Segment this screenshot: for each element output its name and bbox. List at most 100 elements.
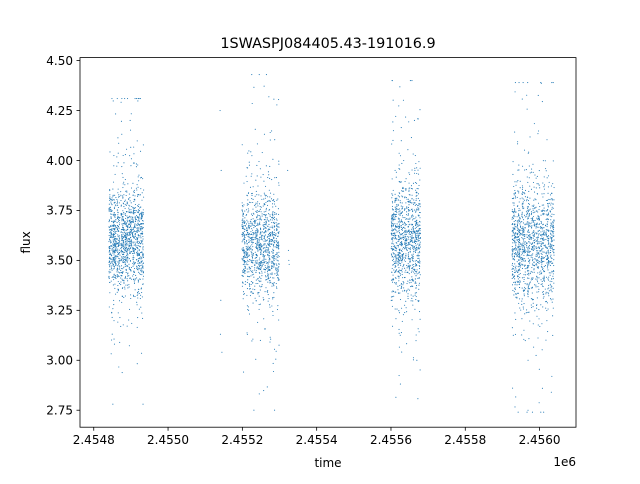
data-point [528, 284, 530, 286]
data-point [397, 253, 399, 256]
data-point [114, 251, 116, 253]
data-point [418, 282, 420, 284]
data-point [519, 270, 521, 272]
data-point [125, 269, 127, 271]
data-point [537, 281, 539, 283]
data-point [243, 270, 245, 272]
data-point [514, 82, 516, 84]
data-point [523, 149, 526, 151]
data-point [515, 253, 517, 255]
data-point [405, 236, 407, 238]
data-point [392, 202, 394, 204]
data-point [132, 250, 135, 252]
data-point [545, 245, 547, 247]
data-point [528, 241, 530, 243]
data-point [121, 258, 123, 260]
data-point [526, 411, 528, 413]
data-point [112, 239, 114, 241]
data-point [526, 266, 528, 268]
data-point [260, 206, 262, 208]
data-point [517, 169, 519, 171]
data-point [540, 241, 542, 243]
data-point [261, 151, 263, 154]
data-point [122, 196, 124, 198]
data-point [533, 242, 535, 244]
data-point [256, 231, 258, 234]
data-point [277, 260, 279, 262]
data-point [523, 229, 525, 231]
data-point [393, 253, 395, 255]
data-point [551, 285, 553, 288]
data-point [512, 387, 514, 389]
data-point [264, 254, 266, 257]
data-point [117, 188, 119, 190]
data-point [514, 234, 516, 236]
data-point [404, 271, 406, 273]
data-point [415, 270, 417, 272]
data-point [272, 158, 274, 160]
data-point [115, 293, 117, 295]
data-point [132, 220, 134, 222]
data-point [261, 259, 263, 261]
data-point [511, 223, 513, 226]
data-point [537, 230, 539, 232]
data-point [549, 245, 551, 247]
data-point [254, 269, 256, 271]
data-point [121, 252, 123, 254]
data-point [541, 249, 543, 251]
data-point [259, 217, 261, 219]
data-point [537, 130, 540, 132]
data-point [537, 337, 539, 339]
data-point [394, 266, 396, 268]
data-point [408, 121, 410, 123]
data-point [411, 260, 414, 262]
data-point [113, 231, 115, 233]
data-point [248, 288, 251, 290]
data-point [139, 246, 141, 248]
data-point [108, 277, 110, 280]
data-point [406, 224, 408, 226]
data-point [535, 237, 537, 239]
data-point [124, 239, 126, 241]
data-point [419, 230, 421, 232]
data-point [521, 277, 523, 279]
data-point [134, 231, 136, 233]
data-point [524, 216, 526, 218]
data-point [552, 287, 554, 289]
data-point [549, 215, 551, 217]
data-point [543, 186, 545, 188]
data-point [528, 151, 530, 153]
data-point [109, 190, 111, 192]
data-point [536, 252, 538, 254]
data-point [415, 233, 417, 235]
data-point [418, 265, 420, 267]
data-point [254, 221, 256, 223]
data-point [117, 312, 119, 314]
data-point [130, 202, 132, 204]
data-point [545, 229, 547, 231]
data-point [416, 172, 418, 175]
data-point [521, 204, 523, 206]
data-point [277, 267, 279, 269]
data-point [129, 230, 131, 232]
data-point [257, 185, 259, 187]
data-point [274, 212, 276, 214]
data-point [118, 239, 120, 241]
data-point [245, 247, 247, 249]
data-point [246, 228, 248, 230]
data-point [113, 155, 115, 157]
data-point [543, 204, 545, 206]
data-point [256, 234, 258, 236]
data-point [266, 236, 268, 238]
data-point [543, 251, 545, 253]
data-point [118, 262, 120, 264]
data-point [117, 238, 119, 240]
data-point [401, 320, 403, 322]
data-point [553, 259, 555, 261]
data-point [523, 329, 525, 331]
data-point [256, 238, 258, 240]
data-point [552, 224, 554, 226]
data-point [112, 195, 114, 197]
data-point [271, 274, 273, 276]
data-point [254, 219, 256, 221]
